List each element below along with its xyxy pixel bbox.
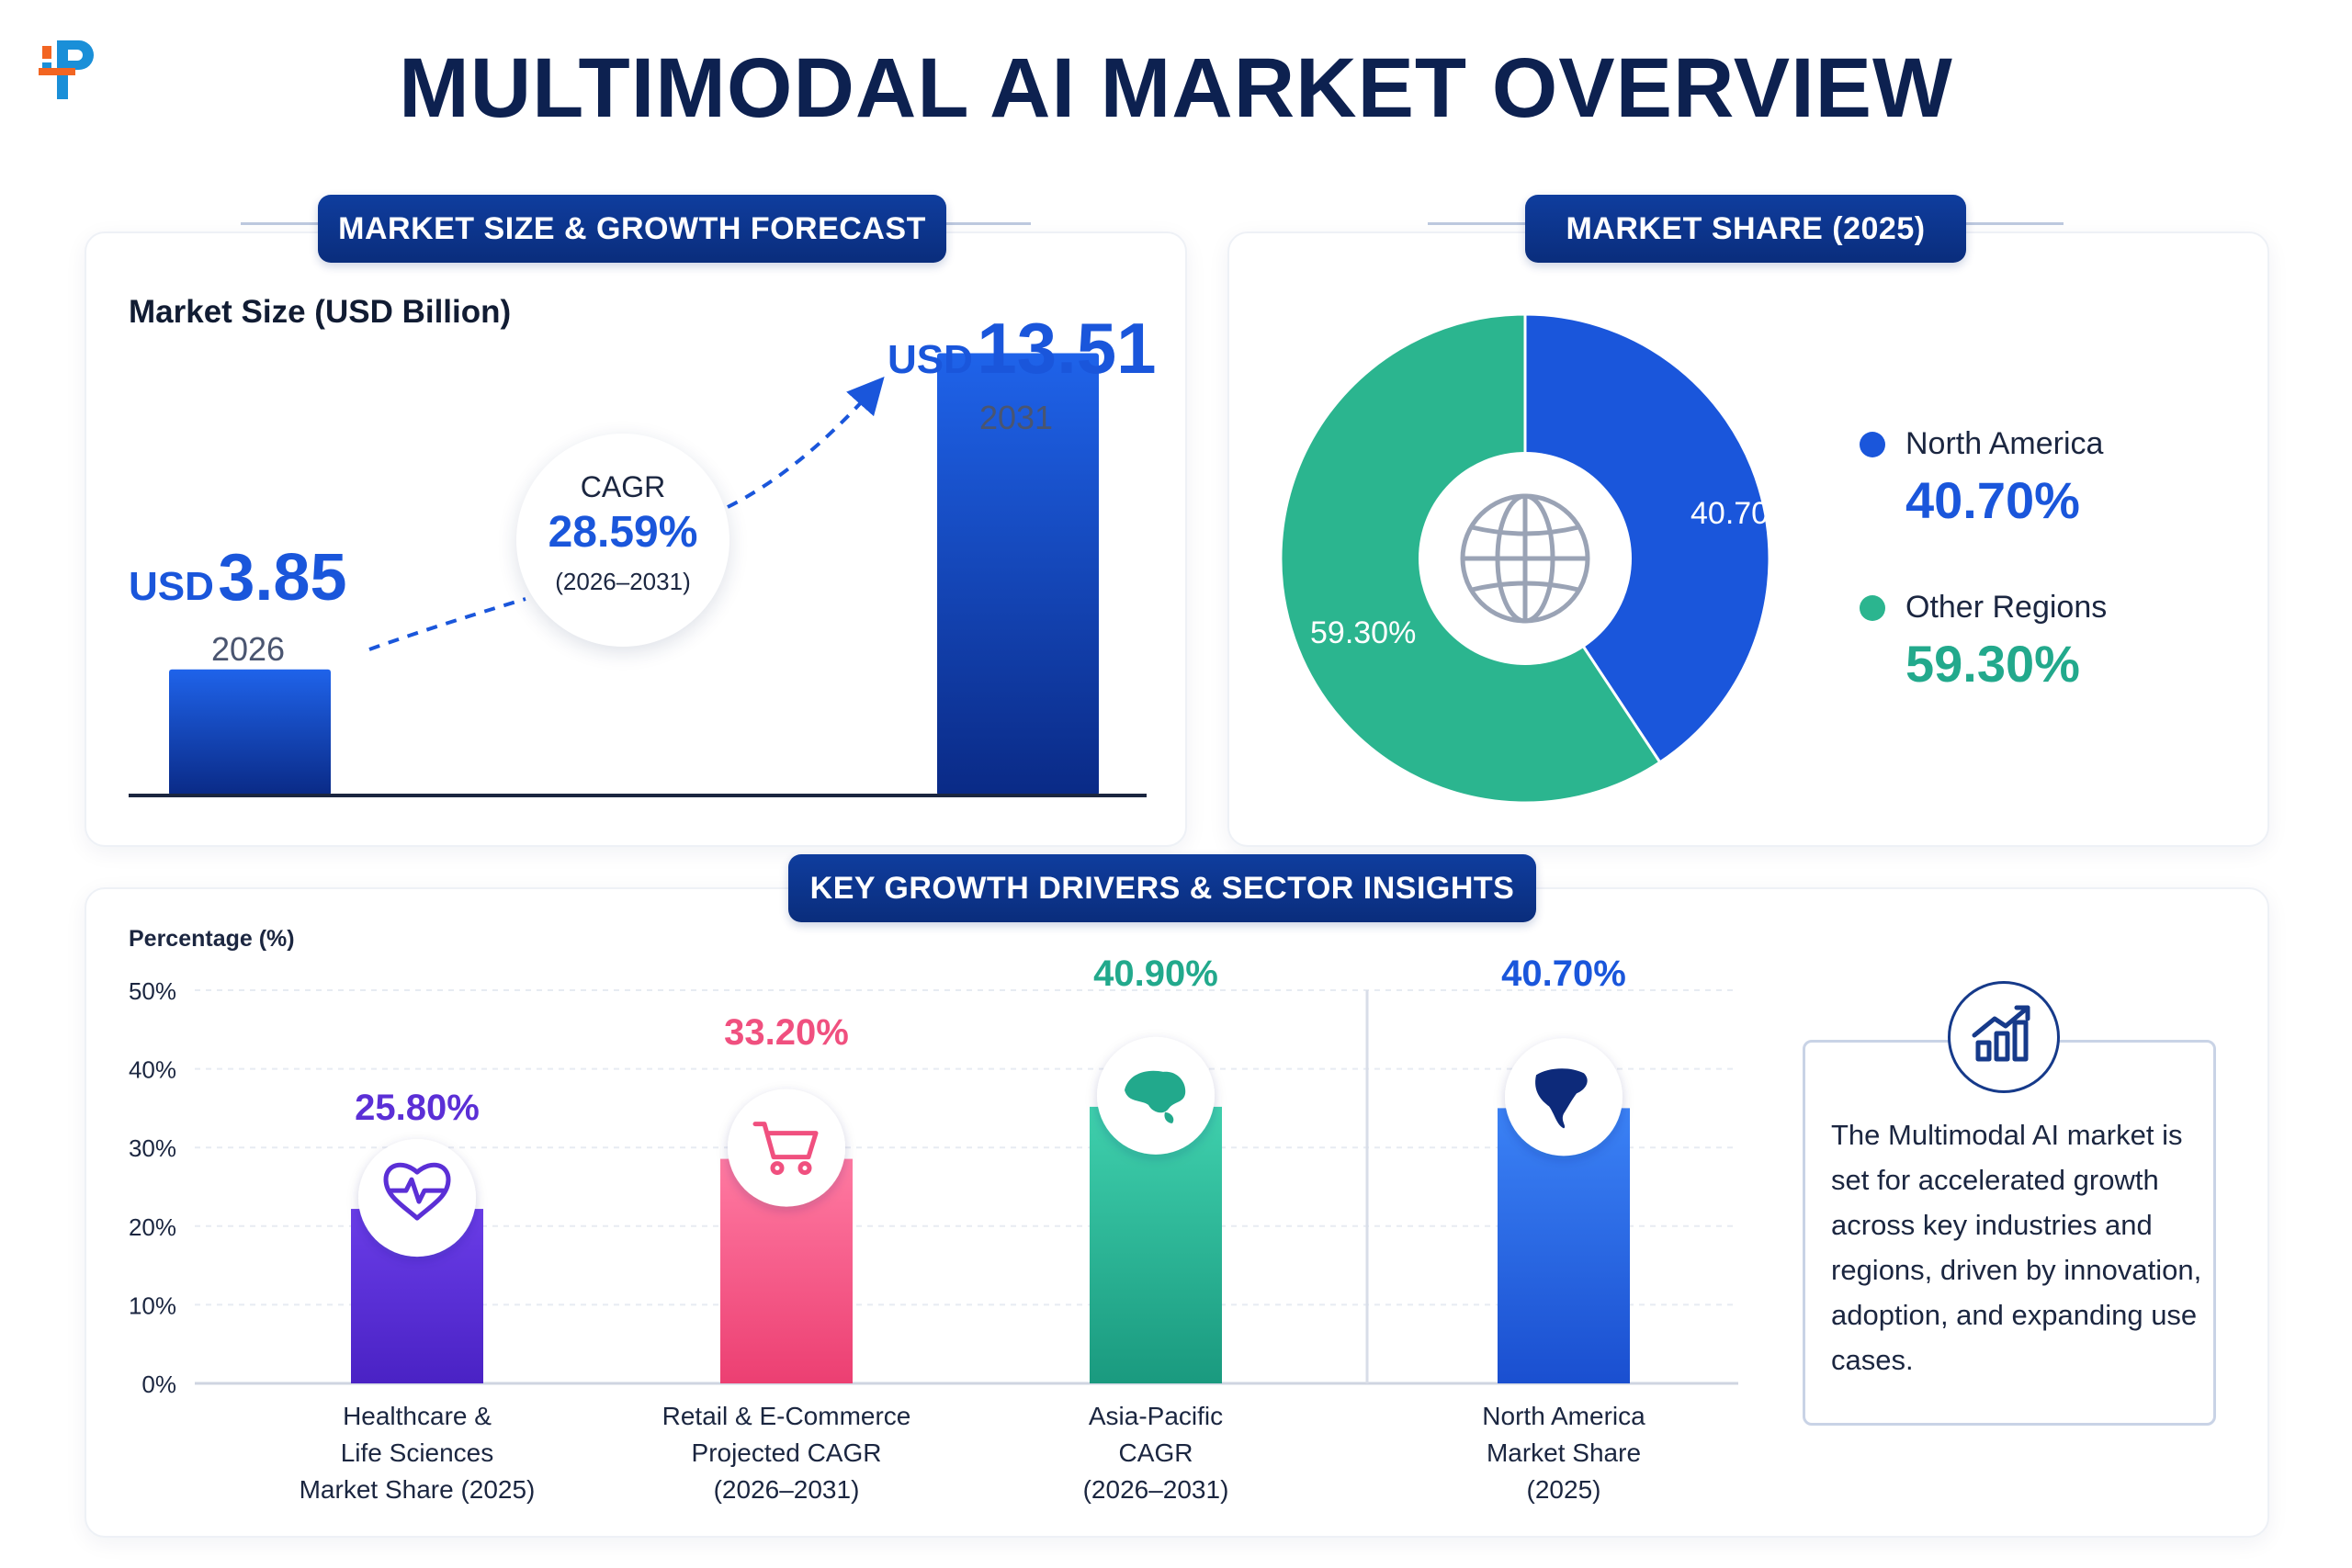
category-line: CAGR [1118,1438,1193,1467]
category-line: North America [1482,1402,1645,1430]
category-label-retail: Retail & E-Commerce Projected CAGR (2026… [621,1398,952,1508]
category-line: Healthcare & [343,1402,492,1430]
y-tick-label: 20% [129,1213,176,1241]
bar-2026 [169,669,331,795]
insight-box: The Multimodal AI market is set for acce… [1803,1040,2216,1426]
y-tick-label: 30% [129,1134,176,1162]
asia-map-icon [1125,1070,1186,1123]
value-number: 3.85 [218,541,347,615]
category-label-healthcare: Healthcare & Life Sciences Market Share … [252,1398,582,1508]
value-label-2026: USD 3.85 [129,540,347,615]
category-line: Life Sciences [340,1438,494,1467]
growth-arrow-tail [368,597,526,651]
currency-prefix: USD [888,337,973,382]
market-share-donut: 40.70% 59.30% [1279,312,1796,805]
section-header-market-share: MARKET SHARE (2025) [1525,195,1966,263]
value-number: 13.51 [977,308,1157,389]
legend-swatch [1860,595,1885,621]
tick-label-2031: 2031 [978,399,1054,436]
category-label-asia-pacific: Asia-Pacific CAGR (2026–2031) [990,1398,1321,1508]
category-line: Market Share [1486,1438,1642,1467]
market-size-chart [129,353,1147,797]
cagr-period: (2026–2031) [555,568,691,595]
slice-label-north-america: 40.70% [1690,496,1796,531]
cagr-badge: CAGR 28.59% (2026–2031) [516,434,729,647]
category-line: (2026–2031) [1082,1475,1229,1504]
category-line: (2026–2031) [713,1475,860,1504]
legend-value: 59.30% [1905,635,2080,693]
bar-value-asia-pacific: 40.90% [1093,953,1218,994]
bar-value-healthcare: 25.80% [355,1088,480,1128]
heart-pulse-icon [383,1162,451,1221]
section-header-market-size: MARKET SIZE & GROWTH FORECAST [318,195,946,263]
y-tick-label: 40% [129,1056,176,1084]
category-line: Projected CAGR [691,1438,882,1467]
category-line: (2025) [1526,1475,1601,1504]
legend-label: North America [1905,426,2104,461]
chart-title: Market Size (USD Billion) [129,294,512,330]
bar-2031 [937,353,1099,795]
legend-swatch [1860,432,1885,457]
icon-badge [728,1089,845,1207]
y-tick-label: 10% [129,1292,176,1319]
value-label-2031: USD 13.51 [888,307,1157,390]
currency-prefix: USD [129,564,214,609]
growth-drivers-chart: 0% 10% 20% 30% 40% 50% [129,977,1738,1398]
brand-logo-icon [39,40,94,99]
category-label-north-america: North America Market Share (2025) [1398,1398,1729,1508]
y-axis-label: Percentage (%) [129,926,295,952]
growth-chart-icon [1948,981,2060,1093]
bar-value-retail: 33.20% [724,1012,849,1053]
slice-label-other-regions: 59.30% [1310,615,1416,650]
north-america-map-icon [1535,1068,1588,1129]
tick-label-2026: 2026 [210,630,286,668]
insight-text: The Multimodal AI market is set for acce… [1831,1119,2202,1376]
shopping-cart-icon [752,1122,819,1176]
category-line: Retail & E-Commerce [662,1402,911,1430]
y-tick-label: 50% [129,977,176,1005]
category-line: Market Share (2025) [299,1475,536,1504]
section-header-drivers: KEY GROWTH DRIVERS & SECTOR INSIGHTS [788,854,1536,922]
bar-value-north-america: 40.70% [1501,953,1626,994]
growth-arrow-head [727,377,885,509]
globe-icon [1460,493,1590,624]
legend-value: 40.70% [1905,471,2080,529]
legend-label: Other Regions [1905,590,2108,625]
y-tick-label: 0% [141,1371,176,1398]
cagr-label: CAGR [580,470,666,503]
category-line: Asia-Pacific [1088,1402,1224,1430]
page-title: MULTIMODAL AI MARKET OVERVIEW [399,41,1953,135]
cagr-value: 28.59% [548,508,698,557]
